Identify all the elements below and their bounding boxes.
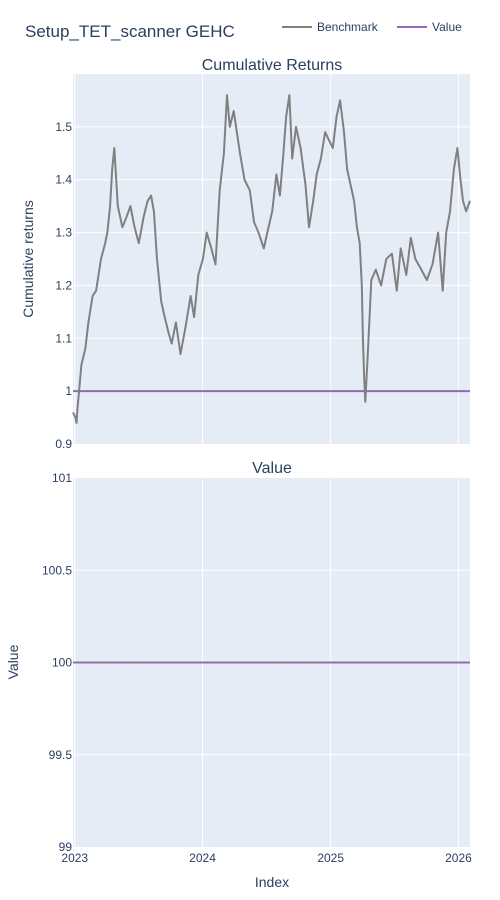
x-tick-label: 2024 <box>189 851 216 865</box>
x-tick-label: 2025 <box>317 851 344 865</box>
y-tick-label: 1 <box>65 384 72 398</box>
series-lines-top <box>72 94 471 424</box>
y-tick-label: 1.2 <box>55 278 72 292</box>
plot-area-top[interactable] <box>73 74 470 444</box>
subplot-value: Value 99 99.5 100 100.5 101 2023 2024 2025 2026… <box>5 460 472 890</box>
y-tick-label: 99 <box>59 840 73 854</box>
series-line-benchmark <box>72 94 471 424</box>
y-tick-label: 100.5 <box>42 563 72 577</box>
y-tick-label: 1.4 <box>55 173 72 187</box>
x-tick-label: 2026 <box>445 851 472 865</box>
x-tick-label: 2023 <box>61 851 88 865</box>
y-tick-label: 1.1 <box>55 331 72 345</box>
y-axis-label-bottom: Value <box>5 644 21 679</box>
y-tick-label: 0.9 <box>55 437 72 451</box>
y-tick-label: 1.5 <box>55 120 72 134</box>
y-tick-label: 99.5 <box>49 748 73 762</box>
figure-title: Setup_TET_scanner GEHC <box>25 22 235 41</box>
legend-item-benchmark[interactable]: Benchmark <box>282 20 379 34</box>
legend-label-benchmark: Benchmark <box>317 20 379 34</box>
y-tick-label: 1.3 <box>55 226 72 240</box>
subplot-cumulative-returns: Cumulative Returns 0.9 1 1.1 1.2 1.3 1.4 1.5 C… <box>20 57 471 451</box>
y-ticks-bottom: 99 99.5 100 100.5 101 <box>42 471 72 854</box>
legend-item-value[interactable]: Value <box>397 20 462 34</box>
y-tick-label: 100 <box>52 656 72 670</box>
x-axis-label: Index <box>255 874 289 890</box>
subplot-title-cumulative-returns: Cumulative Returns <box>202 57 343 74</box>
legend[interactable]: Benchmark Value <box>282 20 462 34</box>
x-ticks-bottom: 2023 2024 2025 2026 <box>61 851 472 865</box>
y-tick-label: 101 <box>52 471 72 485</box>
y-ticks-top: 0.9 1 1.1 1.2 1.3 1.4 1.5 <box>55 120 72 451</box>
legend-label-value: Value <box>432 20 462 34</box>
y-axis-label-top: Cumulative returns <box>20 200 36 318</box>
subplot-title-value: Value <box>252 460 292 477</box>
